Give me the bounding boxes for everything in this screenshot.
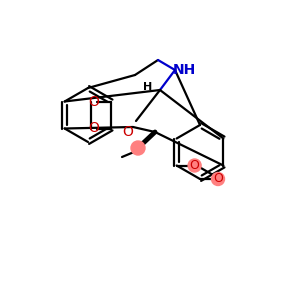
Text: O: O [88,94,99,109]
Text: O: O [213,172,223,185]
Text: NH: NH [172,63,196,77]
Circle shape [131,141,145,155]
Text: O: O [133,142,143,154]
Text: H: H [143,82,153,92]
Text: O: O [88,122,99,136]
Text: O: O [190,159,200,172]
Text: O: O [123,125,134,139]
Circle shape [212,172,224,185]
Circle shape [188,159,201,172]
